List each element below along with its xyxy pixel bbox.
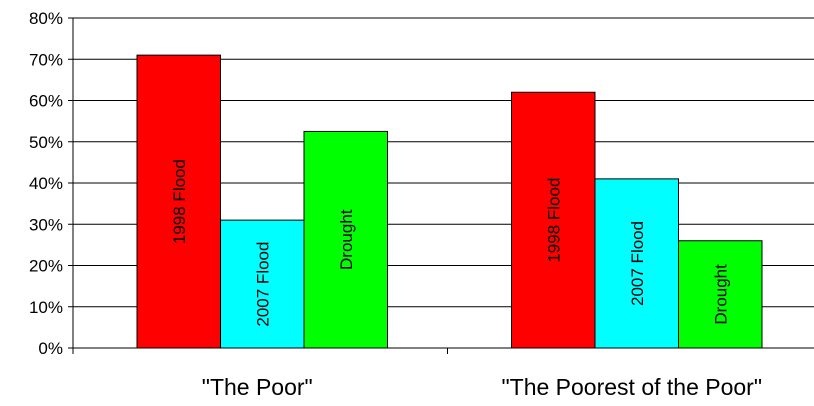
bars: 1998 Flood 2007 Flood Drought 1998 Flood 200… xyxy=(136,54,763,349)
bar-label: 2007 Flood xyxy=(253,242,272,327)
category-label: "The Poorest of the Poor" xyxy=(501,374,762,400)
y-tick-label: 20% xyxy=(29,257,63,276)
category-labels: "The Poor" "The Poorest of the Poor" xyxy=(202,374,762,400)
bar xyxy=(303,130,388,349)
bar xyxy=(511,91,596,349)
bar-label: Drought xyxy=(711,264,730,325)
y-tick-label: 10% xyxy=(29,298,63,317)
bar-label: 1998 Flood xyxy=(544,178,563,263)
y-tick-label: 80% xyxy=(29,9,63,28)
bar xyxy=(220,219,305,349)
category-label: "The Poor" xyxy=(202,374,313,400)
bar-label: 1998 Flood xyxy=(170,159,189,244)
bar xyxy=(678,240,763,349)
axes xyxy=(72,18,814,354)
bar-label: 2007 Flood xyxy=(628,221,647,306)
y-tick-label: 30% xyxy=(29,215,63,234)
y-tick-label: 40% xyxy=(29,174,63,193)
y-tick-label: 60% xyxy=(29,92,63,111)
bar xyxy=(136,54,221,349)
y-axis-ticks: 0% 10% 20% 30% 40% 50% 60% 70% 80% xyxy=(29,9,73,358)
bar-label: Drought xyxy=(337,209,356,270)
y-tick-label: 0% xyxy=(38,339,63,358)
y-tick-label: 50% xyxy=(29,133,63,152)
y-tick-label: 70% xyxy=(29,50,63,69)
